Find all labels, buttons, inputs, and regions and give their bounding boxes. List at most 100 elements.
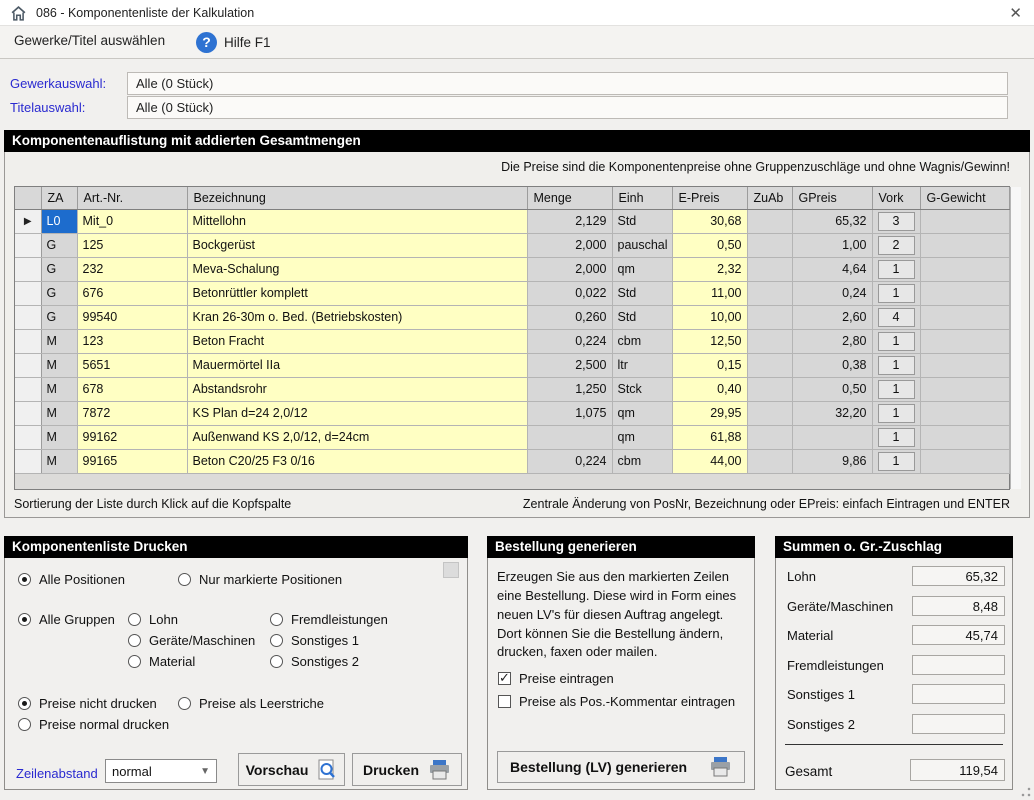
radio-gruppe-fremdleistungen[interactable]: Fremdleistungen (270, 612, 388, 627)
vork-button[interactable]: 1 (878, 332, 915, 351)
vork-button[interactable]: 1 (878, 356, 915, 375)
row-selector[interactable] (15, 377, 41, 401)
cell-vork-button[interactable]: 4 (872, 305, 920, 329)
row-selector[interactable] (15, 329, 41, 353)
cell-vork-button[interactable]: 1 (872, 449, 920, 473)
close-icon[interactable]: ✕ (1009, 4, 1022, 22)
cell-za[interactable]: M (41, 353, 77, 377)
titelauswahl-field[interactable]: Alle (0 Stück) (127, 96, 1008, 119)
column-header-g-gewicht[interactable]: G-Gewicht (920, 187, 1009, 209)
cell-za[interactable]: M (41, 377, 77, 401)
row-selector[interactable] (15, 449, 41, 473)
cell-bezeichnung[interactable]: Beton Fracht (187, 329, 527, 353)
cell-art-nr[interactable]: Mit_0 (77, 209, 187, 233)
vork-button[interactable]: 1 (878, 452, 915, 471)
column-header-zuab[interactable]: ZuAb (747, 187, 792, 209)
cell-e-preis[interactable]: 30,68 (672, 209, 747, 233)
cell-za[interactable]: M (41, 329, 77, 353)
cell-vork-button[interactable]: 1 (872, 425, 920, 449)
cell-za[interactable]: G (41, 233, 77, 257)
cell-e-preis[interactable]: 12,50 (672, 329, 747, 353)
table-vertical-scrollbar[interactable] (1010, 187, 1021, 489)
cell-e-preis[interactable]: 44,00 (672, 449, 747, 473)
cell-art-nr[interactable]: 99540 (77, 305, 187, 329)
cell-e-preis[interactable]: 0,15 (672, 353, 747, 377)
cell-bezeichnung[interactable]: Kran 26-30m o. Bed. (Betriebskosten) (187, 305, 527, 329)
window-resize-grip[interactable] (1019, 785, 1031, 797)
column-header-e-preis[interactable]: E-Preis (672, 187, 747, 209)
column-header-bezeichnung[interactable]: Bezeichnung (187, 187, 527, 209)
cell-art-nr[interactable]: 676 (77, 281, 187, 305)
row-selector[interactable] (15, 305, 41, 329)
radio-markierte-positionen[interactable]: Nur markierte Positionen (178, 572, 342, 587)
row-selector[interactable] (15, 233, 41, 257)
checkbox-preise-eintragen[interactable]: Preise eintragen (498, 671, 614, 686)
cell-art-nr[interactable]: 7872 (77, 401, 187, 425)
cell-bezeichnung[interactable]: Beton C20/25 F3 0/16 (187, 449, 527, 473)
row-selector[interactable]: ▶ (15, 209, 41, 233)
cell-za[interactable]: G (41, 305, 77, 329)
cell-bezeichnung[interactable]: Abstandsrohr (187, 377, 527, 401)
select-gewerke-button[interactable]: Gewerke/Titel auswählen (14, 33, 165, 48)
radio-gruppe-sonstiges-1[interactable]: Sonstiges 1 (270, 633, 359, 648)
cell-art-nr[interactable]: 232 (77, 257, 187, 281)
cell-e-preis[interactable]: 2,32 (672, 257, 747, 281)
cell-vork-button[interactable]: 2 (872, 233, 920, 257)
cell-bezeichnung[interactable]: KS Plan d=24 2,0/12 (187, 401, 527, 425)
cell-art-nr[interactable]: 123 (77, 329, 187, 353)
cell-bezeichnung[interactable]: Bockgerüst (187, 233, 527, 257)
radio-preise-nicht-drucken[interactable]: Preise nicht drucken (18, 696, 157, 711)
column-header-vork[interactable]: Vork (872, 187, 920, 209)
column-header-art-nr-[interactable]: Art.-Nr. (77, 187, 187, 209)
cell-vork-button[interactable]: 1 (872, 377, 920, 401)
help-button[interactable]: ? Hilfe F1 (196, 31, 271, 53)
row-selector[interactable] (15, 425, 41, 449)
row-selector[interactable] (15, 353, 41, 377)
cell-art-nr[interactable]: 5651 (77, 353, 187, 377)
cell-bezeichnung[interactable]: Betonrüttler komplett (187, 281, 527, 305)
vork-button[interactable]: 3 (878, 212, 915, 231)
cell-art-nr[interactable]: 99165 (77, 449, 187, 473)
row-selector[interactable] (15, 401, 41, 425)
zeilenabstand-select[interactable]: normal ▼ (105, 759, 217, 783)
vork-button[interactable]: 4 (878, 308, 915, 327)
row-selector[interactable] (15, 281, 41, 305)
radio-preise-leerstriche[interactable]: Preise als Leerstriche (178, 696, 324, 711)
cell-za[interactable]: M (41, 401, 77, 425)
cell-e-preis[interactable]: 0,50 (672, 233, 747, 257)
row-selector[interactable] (15, 257, 41, 281)
cell-za[interactable]: M (41, 449, 77, 473)
radio-alle-positionen[interactable]: Alle Positionen (18, 572, 125, 587)
checkbox-preise-kommentar[interactable]: Preise als Pos.-Kommentar eintragen (498, 694, 735, 709)
cell-vork-button[interactable]: 3 (872, 209, 920, 233)
radio-gruppe-lohn[interactable]: Lohn (128, 612, 178, 627)
cell-za[interactable]: M (41, 425, 77, 449)
vork-button[interactable]: 2 (878, 236, 915, 255)
vork-button[interactable]: 1 (878, 380, 915, 399)
cell-art-nr[interactable]: 125 (77, 233, 187, 257)
radio-gruppe-sonstiges-2[interactable]: Sonstiges 2 (270, 654, 359, 669)
cell-e-preis[interactable]: 11,00 (672, 281, 747, 305)
cell-e-preis[interactable]: 61,88 (672, 425, 747, 449)
cell-e-preis[interactable]: 0,40 (672, 377, 747, 401)
radio-alle-gruppen[interactable]: Alle Gruppen (18, 612, 115, 627)
cell-e-preis[interactable]: 29,95 (672, 401, 747, 425)
cell-bezeichnung[interactable]: Meva-Schalung (187, 257, 527, 281)
cell-e-preis[interactable]: 10,00 (672, 305, 747, 329)
vork-button[interactable]: 1 (878, 260, 915, 279)
cell-bezeichnung[interactable]: Außenwand KS 2,0/12, d=24cm (187, 425, 527, 449)
vorschau-button[interactable]: Vorschau (238, 753, 345, 786)
bestellung-generieren-button[interactable]: Bestellung (LV) generieren (497, 751, 745, 783)
drucken-button[interactable]: Drucken (352, 753, 462, 786)
column-header-einh[interactable]: Einh (612, 187, 672, 209)
gewerkauswahl-field[interactable]: Alle (0 Stück) (127, 72, 1008, 95)
column-header-menge[interactable]: Menge (527, 187, 612, 209)
cell-art-nr[interactable]: 678 (77, 377, 187, 401)
vork-button[interactable]: 1 (878, 428, 915, 447)
radio-gruppe-material[interactable]: Material (128, 654, 195, 669)
cell-za[interactable]: G (41, 281, 77, 305)
cell-vork-button[interactable]: 1 (872, 257, 920, 281)
cell-bezeichnung[interactable]: Mauermörtel IIa (187, 353, 527, 377)
cell-vork-button[interactable]: 1 (872, 353, 920, 377)
vork-button[interactable]: 1 (878, 284, 915, 303)
